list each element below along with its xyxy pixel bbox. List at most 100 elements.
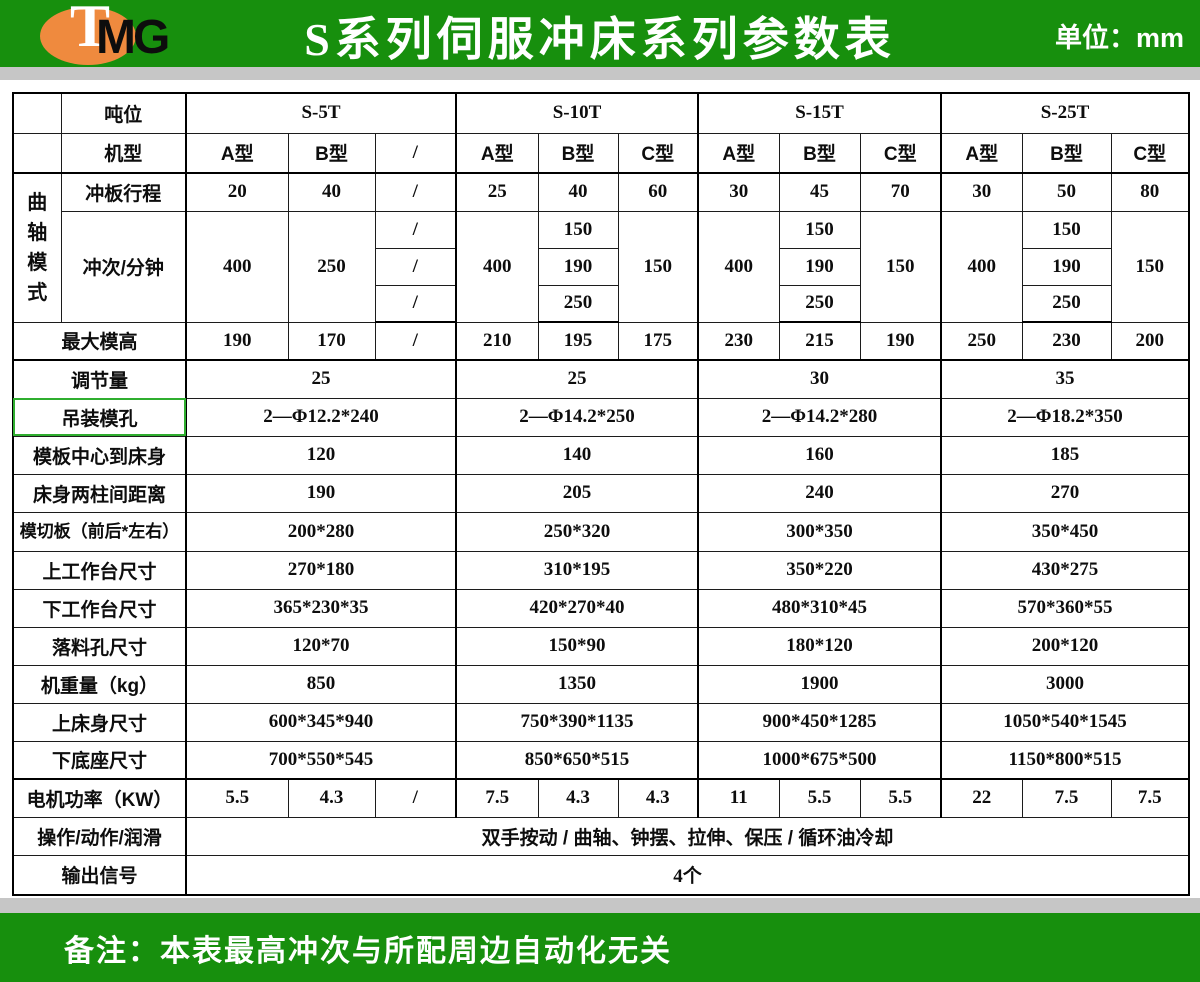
value-cell: 400: [455, 210, 539, 323]
tonnage-label: 吨位: [60, 92, 187, 134]
value-cell: 3000: [940, 664, 1190, 704]
value-cell: 1150*800*515: [940, 740, 1190, 780]
model-cell: B型: [1021, 132, 1112, 174]
value-cell: 30: [697, 172, 780, 212]
value-cell: 230: [1021, 321, 1112, 361]
value-cell: 190: [859, 321, 942, 361]
value-cell: 190: [537, 247, 619, 286]
value-cell: 5.5: [778, 778, 861, 818]
value-cell: 25: [455, 359, 699, 399]
value-cell: 480*310*45: [697, 588, 942, 628]
value-cell: 230: [697, 321, 780, 361]
page-title: S系列伺服冲床系列参数表: [304, 14, 896, 65]
adjustment-label: 调节量: [12, 359, 187, 399]
row-adjustment: 调节量 25 25 30 35: [12, 359, 1190, 399]
value-cell: 4.3: [537, 778, 619, 818]
value-cell: 170: [287, 321, 376, 361]
value-cell: 35: [940, 359, 1190, 399]
value-cell: 600*345*940: [184, 702, 457, 742]
value-cell: 2—Φ12.2*240: [184, 397, 457, 437]
model-cell: A型: [455, 132, 539, 174]
value-cell: 40: [537, 172, 619, 212]
row-lower-base: 下底座尺寸 700*550*545 850*650*515 1000*675*5…: [12, 740, 1190, 780]
crank-mode-group-label: 曲 轴 模 式: [12, 172, 62, 323]
upper-worktable-label: 上工作台尺寸: [12, 550, 187, 590]
value-cell: 900*450*1285: [697, 702, 942, 742]
row-center-to-frame: 模板中心到床身 120 140 160 185: [12, 435, 1190, 475]
value-cell: 70: [859, 172, 942, 212]
value-cell: 200: [1110, 321, 1190, 361]
value-cell: 22: [940, 778, 1023, 818]
row-max-die-height: 最大模高 190 170 / 210 195 175 230 215 190 2…: [12, 321, 1190, 361]
tmg-logo: T MG: [14, 0, 184, 66]
value-cell: 250*320: [455, 511, 699, 552]
parameter-table: 吨位 S-5T S-10T S-15T S-25T 机型 A型 B型 / A型 …: [12, 92, 1191, 896]
value-cell: 250: [287, 210, 376, 323]
value-cell: 205: [455, 473, 699, 513]
value-cell: 150: [537, 210, 619, 249]
model-cell: A型: [185, 132, 289, 174]
row-model: 机型 A型 B型 / A型 B型 C型 A型 B型 C型 A型 B型 C型: [12, 132, 1190, 174]
row-spm-2: / 190 190 190: [13, 247, 1189, 286]
footer-note: 备注：本表最高冲次与所配周边自动化无关: [64, 935, 672, 968]
value-cell: 2—Φ14.2*250: [455, 397, 699, 437]
value-cell: 2—Φ14.2*280: [697, 397, 942, 437]
center-to-frame-label: 模板中心到床身: [12, 435, 187, 475]
value-cell: 310*195: [455, 550, 699, 590]
model-cell: B型: [778, 132, 861, 174]
value-cell: 250: [778, 284, 861, 323]
header-bar: [0, 0, 1200, 67]
footer-bar: [0, 913, 1200, 982]
bottom-gray-strip: [0, 898, 1200, 913]
value-cell: /: [374, 210, 457, 249]
value-cell: 175: [617, 321, 699, 361]
logo-letter-t: T: [70, 0, 111, 59]
value-cell: 11: [697, 778, 780, 818]
value-cell: 570*360*55: [940, 588, 1190, 628]
value-cell: 350*220: [697, 550, 942, 590]
value-cell: 250: [1021, 284, 1112, 323]
value-cell: 50: [1021, 172, 1112, 212]
row-output-signal: 输出信号 4个: [12, 854, 1190, 896]
blanking-hole-label: 落料孔尺寸: [12, 626, 187, 666]
row-spm-1: 冲次/分钟 400 250 / 400 150 150 400 150 150 …: [13, 210, 1190, 323]
output-signal-value: 4个: [184, 854, 1190, 896]
value-cell: 150: [617, 210, 699, 323]
operation-label: 操作/动作/润滑: [12, 816, 187, 856]
lower-worktable-label: 下工作台尺寸: [12, 588, 187, 628]
value-cell: 150: [1110, 210, 1190, 323]
machine-weight-label: 机重量（kg）: [12, 664, 187, 704]
tonnage-s15: S-15T: [697, 92, 942, 134]
value-cell: 850: [184, 664, 457, 704]
value-cell: 2—Φ18.2*350: [940, 397, 1190, 437]
value-cell: 80: [1110, 172, 1190, 212]
value-cell: 365*230*35: [184, 588, 457, 628]
value-cell: 700*550*545: [184, 740, 457, 780]
value-cell: 60: [617, 172, 699, 212]
value-cell: 150: [859, 210, 942, 323]
value-cell: 400: [185, 210, 289, 323]
value-cell: 400: [940, 210, 1023, 323]
tonnage-s5: S-5T: [184, 92, 457, 134]
value-cell: 180*120: [697, 626, 942, 666]
value-cell: 7.5: [1021, 778, 1112, 818]
row-blanking-hole: 落料孔尺寸 120*70 150*90 180*120 200*120: [12, 626, 1190, 666]
row-motor-power: 电机功率（KW） 5.5 4.3 / 7.5 4.3 4.3 11 5.5 5.…: [12, 778, 1190, 818]
value-cell: 190: [184, 473, 457, 513]
row-operation: 操作/动作/润滑 双手按动 / 曲轴、钟摆、拉伸、保压 / 循环油冷却: [12, 816, 1190, 856]
value-cell: 185: [940, 435, 1190, 475]
model-cell: /: [374, 132, 457, 174]
upper-frame-label: 上床身尺寸: [12, 702, 187, 742]
value-cell: 120*70: [184, 626, 457, 666]
logo-orange-ellipse-icon: [40, 7, 136, 65]
value-cell: 150*90: [455, 626, 699, 666]
value-cell: 250: [537, 284, 619, 323]
value-cell: 40: [287, 172, 376, 212]
row-machine-weight: 机重量（kg） 850 1350 1900 3000: [12, 664, 1190, 704]
row-upper-worktable: 上工作台尺寸 270*180 310*195 350*220 430*275: [12, 550, 1190, 590]
model-cell: A型: [697, 132, 780, 174]
tonnage-s10: S-10T: [455, 92, 699, 134]
value-cell: 240: [697, 473, 942, 513]
value-cell: /: [374, 778, 457, 818]
value-cell: 5.5: [859, 778, 942, 818]
